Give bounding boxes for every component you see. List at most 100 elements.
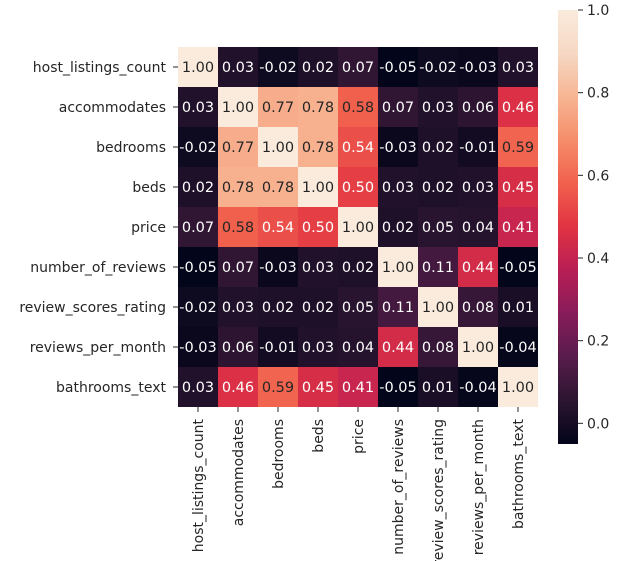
cell-value-label: 0.03 xyxy=(422,100,454,116)
cell-value-label: 1.00 xyxy=(302,180,334,196)
heatmap-cell xyxy=(498,327,538,367)
cell-value-label: 0.02 xyxy=(302,300,334,316)
heatmap-cell xyxy=(298,47,338,87)
cell-value-label: 0.50 xyxy=(302,220,334,236)
colorbar-tick-label: 0.0 xyxy=(587,416,609,432)
colorbar-ticks: 0.0 0.2 0.4 0.6 0.8 1.0 xyxy=(578,3,609,432)
heatmap-cell xyxy=(378,247,418,287)
heatmap-cell xyxy=(298,247,338,287)
heatmap-cell xyxy=(418,287,458,327)
heatmap-cell xyxy=(258,87,298,127)
heatmap-cell xyxy=(458,47,498,87)
y-tick-label: beds xyxy=(132,180,166,196)
cell-value-label: 0.11 xyxy=(422,260,454,276)
cell-value-label: 0.03 xyxy=(502,60,534,76)
heatmap-cell xyxy=(298,87,338,127)
heatmap-cell xyxy=(418,167,458,207)
cell-value-label: -0.01 xyxy=(259,340,297,356)
heatmap-cell xyxy=(498,47,538,87)
heatmap-cell xyxy=(498,247,538,287)
cell-value-label: 0.07 xyxy=(182,220,214,236)
heatmap-cell xyxy=(458,287,498,327)
cell-value-label: 0.50 xyxy=(342,180,374,196)
heatmap-cell xyxy=(378,47,418,87)
x-tick-label: host_listings_count xyxy=(191,418,207,552)
cell-value-label: 0.41 xyxy=(342,380,374,396)
cell-value-label: -0.05 xyxy=(179,260,217,276)
heatmap-cell xyxy=(418,127,458,167)
heatmap-cell xyxy=(338,47,378,87)
heatmap-cell xyxy=(218,247,258,287)
cell-value-label: 0.07 xyxy=(222,260,254,276)
heatmap-cell xyxy=(178,207,218,247)
cell-value-label: 0.02 xyxy=(422,140,454,156)
cell-value-label: 0.05 xyxy=(342,300,374,316)
y-tick-label: bedrooms xyxy=(96,140,166,156)
cell-value-label: 0.44 xyxy=(462,260,494,276)
colorbar-tick-label: 0.8 xyxy=(587,86,609,102)
cell-value-label: 1.00 xyxy=(502,380,534,396)
cell-value-label: 0.54 xyxy=(342,140,374,156)
cell-value-label: -0.03 xyxy=(379,140,417,156)
y-tick-label: accommodates xyxy=(59,100,166,116)
cell-value-label: 0.02 xyxy=(422,180,454,196)
cell-value-label: 0.78 xyxy=(222,180,254,196)
cell-value-label: 0.01 xyxy=(422,380,454,396)
heatmap-cell xyxy=(218,167,258,207)
heatmap-cell xyxy=(218,87,258,127)
heatmap-cell xyxy=(498,127,538,167)
cell-value-label: 0.03 xyxy=(182,380,214,396)
heatmap-cell xyxy=(338,367,378,407)
cell-value-label: -0.03 xyxy=(179,340,217,356)
cell-value-label: -0.05 xyxy=(499,260,537,276)
cell-value-label: 1.00 xyxy=(182,60,214,76)
heatmap-cell xyxy=(218,287,258,327)
y-tick-label: review_scores_rating xyxy=(19,300,166,316)
heatmap-cell xyxy=(298,367,338,407)
heatmap-cell xyxy=(378,127,418,167)
heatmap-cell xyxy=(298,287,338,327)
x-tick-label: bathrooms_text xyxy=(511,419,527,529)
cell-value-label: -0.02 xyxy=(259,60,297,76)
heatmap-cell xyxy=(498,287,538,327)
heatmap-cell xyxy=(458,327,498,367)
heatmap-cell xyxy=(458,247,498,287)
cell-value-label: -0.03 xyxy=(459,60,497,76)
heatmap-cell xyxy=(338,247,378,287)
heatmap-cell xyxy=(458,127,498,167)
cell-value-label: -0.01 xyxy=(459,140,497,156)
x-tick-label: price xyxy=(351,419,367,454)
heatmap-cell xyxy=(458,207,498,247)
cell-value-label: 0.02 xyxy=(302,60,334,76)
cell-value-label: 0.01 xyxy=(502,300,534,316)
cell-value-label: 1.00 xyxy=(262,140,294,156)
cell-value-label: 0.07 xyxy=(342,60,374,76)
heatmap-cell xyxy=(298,127,338,167)
heatmap-cell xyxy=(218,47,258,87)
cell-value-label: 0.02 xyxy=(262,300,294,316)
heatmap-cell xyxy=(218,207,258,247)
cell-value-label: 0.07 xyxy=(382,100,414,116)
cell-value-label: 0.46 xyxy=(502,100,534,116)
heatmap-cells xyxy=(178,47,538,407)
cell-value-label: 0.02 xyxy=(382,220,414,236)
cell-value-label: 0.58 xyxy=(222,220,254,236)
heatmap-cell xyxy=(418,327,458,367)
cell-value-label: 0.03 xyxy=(302,340,334,356)
cell-value-label: 0.06 xyxy=(462,100,494,116)
cell-value-label: 0.03 xyxy=(222,300,254,316)
cell-value-label: 1.00 xyxy=(342,220,374,236)
y-tick-label: host_listings_count xyxy=(33,60,167,76)
heatmap-cell xyxy=(458,367,498,407)
x-tick-label: number_of_reviews xyxy=(391,419,407,555)
heatmap-cell xyxy=(178,47,218,87)
y-tick-label: number_of_reviews xyxy=(30,260,166,276)
cell-value-label: 0.03 xyxy=(462,180,494,196)
y-tick-label: reviews_per_month xyxy=(30,340,166,356)
cell-value-label: -0.02 xyxy=(419,60,457,76)
cell-value-label: -0.03 xyxy=(259,260,297,276)
heatmap-cell xyxy=(458,87,498,127)
cell-value-label: 0.04 xyxy=(462,220,494,236)
colorbar-tick-label: 1.0 xyxy=(587,3,609,19)
heatmap-cell xyxy=(498,367,538,407)
